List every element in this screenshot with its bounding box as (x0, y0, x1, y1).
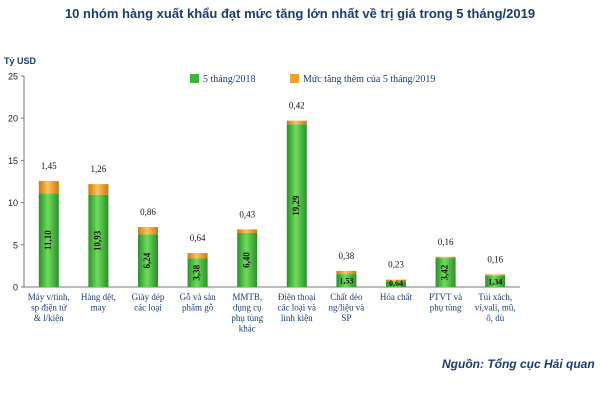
source-note: Nguồn: Tổng cục Hải quan (442, 357, 595, 371)
base-value-label: 10,93 (92, 230, 102, 251)
base-value-label: 6,24 (142, 252, 152, 268)
bar-increase-2019 (386, 279, 406, 282)
bar-increase-2019 (485, 274, 506, 276)
bar-increase-2019 (138, 227, 158, 235)
increase-value-label: 0,16 (438, 237, 454, 247)
y-tick-label: 0 (13, 283, 18, 293)
bar-2018 (237, 232, 258, 287)
y-tick-label: 10 (8, 198, 18, 208)
base-value-label: 1,34 (488, 277, 502, 286)
category-label: Giày dép các loại (132, 292, 165, 313)
y-axis-label: Tỷ USD (4, 56, 37, 66)
bar-increase-2019 (237, 229, 258, 233)
base-value-label: 0,64 (389, 279, 403, 288)
increase-value-label: 0,42 (289, 101, 305, 111)
chart-title: 10 nhóm hàng xuất khẩu đạt mức tăng lớn … (64, 6, 536, 21)
increase-value-label: 1,26 (91, 164, 107, 174)
bar-2018 (187, 258, 208, 287)
base-value-label: 11,10 (43, 230, 53, 250)
category-label: Hóa chất (380, 292, 413, 302)
legend-label-2018: 5 tháng/2018 (203, 74, 256, 85)
y-tick-label: 15 (8, 156, 18, 166)
base-value-label: 19,29 (291, 195, 301, 216)
category-label: PTVT và phụ tùng (429, 292, 462, 313)
bar-2018 (386, 281, 406, 287)
legend-swatch-2018 (190, 74, 199, 83)
base-value-label: 3,38 (192, 264, 202, 280)
y-tick-label: 5 (13, 240, 18, 250)
category-label: Hàng dệt, may (81, 292, 116, 313)
bar-increase-2019 (336, 270, 357, 275)
increase-value-label: 0,23 (388, 260, 404, 270)
increase-value-label: 0,38 (339, 251, 355, 261)
bar-2018 (88, 194, 109, 287)
category-label: Chất dẻo ng/liệu và SP (329, 292, 365, 323)
category-label: Gỗ và sản phẩm gỗ (180, 292, 216, 313)
increase-value-label: 0,86 (140, 207, 156, 217)
increase-value-label: 0,64 (190, 233, 206, 243)
bar-2018 (485, 275, 506, 287)
increase-value-label: 1,45 (41, 161, 57, 171)
category-label: Túi xách, ví,vali, mũ, ô, dù (475, 292, 516, 323)
bar-2018 (336, 274, 357, 287)
category-label: Điện thoại các loại và linh kiện (278, 292, 317, 323)
bar-increase-2019 (38, 181, 59, 194)
bar-increase-2019 (88, 184, 109, 195)
bar-2018 (38, 193, 59, 287)
legend-label-2019: Mức tăng thêm của 5 tháng/2019 (303, 74, 435, 85)
bar-increase-2019 (435, 256, 456, 259)
base-value-label: 3,42 (440, 264, 450, 280)
y-tick-label: 25 (8, 72, 18, 82)
y-tick-label: 20 (8, 114, 18, 124)
category-label: Máy v/tính, sp điện tử & l/kiện (28, 292, 70, 323)
legend: 5 tháng/2018 Mức tăng thêm của 5 tháng/20… (190, 74, 435, 85)
base-value-label: 1,53 (339, 277, 353, 286)
legend-swatch-2019 (290, 74, 299, 83)
bar-increase-2019 (286, 120, 307, 125)
increase-value-label: 0,16 (487, 254, 503, 264)
bar-2018 (435, 258, 456, 287)
bar-2018 (286, 124, 307, 287)
category-label: MMTB, dụng cụ phụ tùng khác (231, 292, 263, 334)
increase-value-label: 0,43 (239, 209, 255, 219)
base-value-label: 6,40 (241, 252, 251, 268)
bar-2018 (138, 234, 158, 287)
bar-increase-2019 (187, 253, 208, 259)
